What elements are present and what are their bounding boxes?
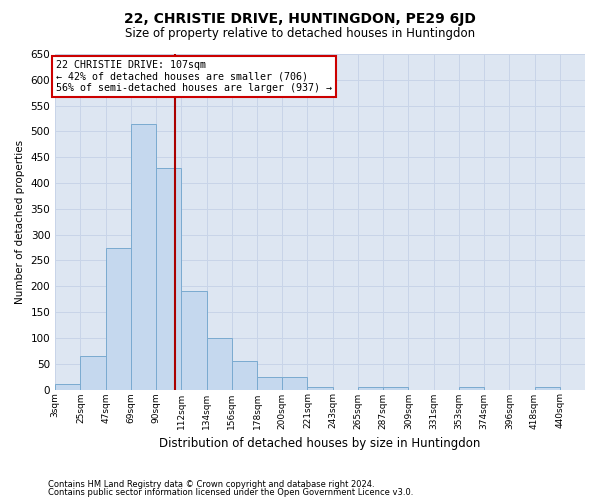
Bar bbox=[307, 387, 332, 390]
Y-axis label: Number of detached properties: Number of detached properties bbox=[15, 140, 25, 304]
Bar bbox=[383, 387, 409, 390]
X-axis label: Distribution of detached houses by size in Huntingdon: Distribution of detached houses by size … bbox=[160, 437, 481, 450]
Text: Contains public sector information licensed under the Open Government Licence v3: Contains public sector information licen… bbox=[48, 488, 413, 497]
Bar bbox=[106, 248, 131, 390]
Bar bbox=[55, 384, 80, 390]
Bar bbox=[80, 356, 106, 390]
Text: Contains HM Land Registry data © Crown copyright and database right 2024.: Contains HM Land Registry data © Crown c… bbox=[48, 480, 374, 489]
Bar bbox=[232, 361, 257, 390]
Bar bbox=[181, 292, 206, 390]
Bar bbox=[282, 376, 307, 390]
Bar bbox=[535, 387, 560, 390]
Bar bbox=[206, 338, 232, 390]
Text: Size of property relative to detached houses in Huntingdon: Size of property relative to detached ho… bbox=[125, 28, 475, 40]
Bar bbox=[131, 124, 156, 390]
Bar bbox=[358, 387, 383, 390]
Bar bbox=[459, 387, 484, 390]
Text: 22 CHRISTIE DRIVE: 107sqm
← 42% of detached houses are smaller (706)
56% of semi: 22 CHRISTIE DRIVE: 107sqm ← 42% of detac… bbox=[56, 60, 332, 94]
Bar bbox=[156, 168, 181, 390]
Bar bbox=[257, 376, 282, 390]
Text: 22, CHRISTIE DRIVE, HUNTINGDON, PE29 6JD: 22, CHRISTIE DRIVE, HUNTINGDON, PE29 6JD bbox=[124, 12, 476, 26]
